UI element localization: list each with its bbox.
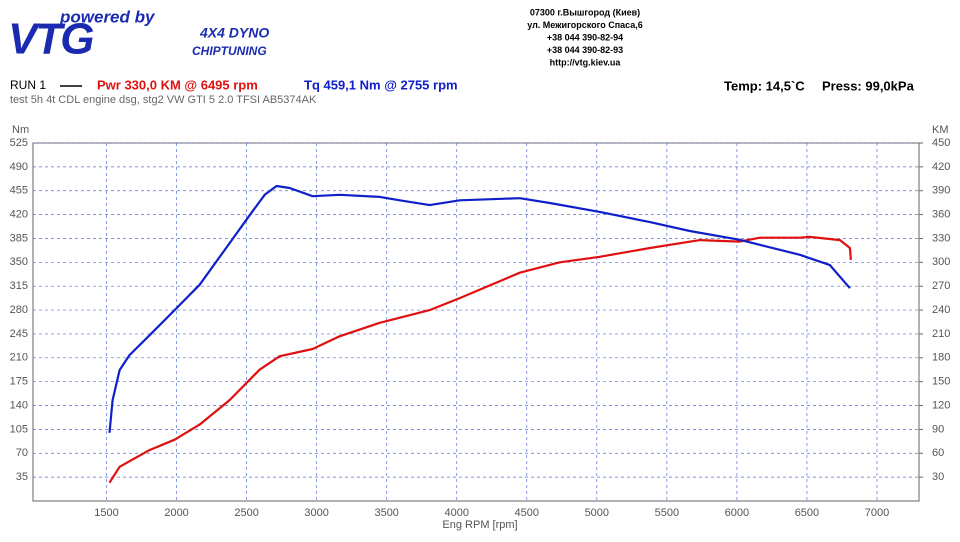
test-info: test 5h 4t CDL engine dsg, stg2 VW GTI 5… — [10, 94, 317, 106]
x-tick-label: 6500 — [795, 507, 819, 519]
x-tick-label: 2000 — [164, 507, 188, 519]
y2-tick-label: 240 — [932, 304, 950, 316]
y2-tick-label: 180 — [932, 352, 950, 364]
legend-pwr: Pwr 330,0 KM @ 6495 rpm — [97, 77, 258, 92]
x-tick-label: 4000 — [444, 507, 468, 519]
y-tick-label: 350 — [10, 256, 28, 268]
x-tick-label: 5500 — [655, 507, 679, 519]
x-tick-label: 2500 — [234, 507, 258, 519]
address: 07300 г.Вышгород (Киев) ул. Межигорского … — [527, 7, 643, 67]
press: Press: 99,0kPa — [822, 78, 915, 93]
y2-tick-label: 90 — [932, 423, 944, 435]
y-axis-title: Nm — [12, 124, 29, 136]
y2-tick-label: 270 — [932, 280, 950, 292]
powered-by: powered by — [59, 7, 156, 26]
x-tick-label: 4500 — [515, 507, 539, 519]
y2-tick-label: 210 — [932, 328, 950, 340]
address-line: 07300 г.Вышгород (Киев) — [530, 7, 640, 17]
series-line — [108, 184, 851, 433]
y-tick-label: 385 — [10, 232, 28, 244]
address-line: +38 044 390-82-93 — [547, 45, 623, 55]
y2-tick-label: 420 — [932, 161, 950, 173]
y2-tick-label: 450 — [932, 137, 950, 149]
y2-tick-label: 360 — [932, 209, 950, 221]
x-axis-title: Eng RPM [rpm] — [442, 519, 517, 531]
y2-tick-label: 120 — [932, 399, 950, 411]
run: RUN 1 — [10, 78, 46, 92]
x-tick-label: 5000 — [585, 507, 609, 519]
dyno: 4X4 DYNO — [199, 25, 269, 41]
legend-tq: Tq 459,1 Nm @ 2755 rpm — [304, 77, 458, 92]
y-tick-label: 280 — [10, 304, 28, 316]
y-tick-label: 525 — [10, 137, 28, 149]
x-tick-label: 3000 — [304, 507, 328, 519]
y2-tick-label: 150 — [932, 376, 950, 388]
y2-tick-label: 390 — [932, 185, 950, 197]
y2-tick-label: 300 — [932, 256, 950, 268]
y-tick-label: 315 — [10, 280, 28, 292]
logo: VTG — [8, 15, 93, 64]
address-line: ул. Межигорского Спаса,6 — [527, 20, 643, 30]
x-tick-label: 3500 — [374, 507, 398, 519]
address-line: http://vtg.kiev.ua — [550, 57, 622, 67]
y-tick-label: 105 — [10, 423, 28, 435]
y2-tick-label: 30 — [932, 471, 944, 483]
y-tick-label: 35 — [16, 471, 28, 483]
y-tick-label: 490 — [10, 161, 28, 173]
y-tick-label: 455 — [10, 185, 28, 197]
x-tick-label: 1500 — [94, 507, 118, 519]
chiptuning: CHIPTUNING — [192, 44, 267, 58]
series-line — [108, 235, 852, 484]
y-tick-label: 245 — [10, 328, 28, 340]
y2-tick-label: 330 — [932, 232, 950, 244]
y2-tick-label: 60 — [932, 447, 944, 459]
x-tick-label: 7000 — [865, 507, 889, 519]
y-tick-label: 70 — [16, 447, 28, 459]
plot-frame — [32, 142, 920, 502]
x-tick-label: 6000 — [725, 507, 749, 519]
y-tick-label: 140 — [10, 399, 28, 411]
address-line: +38 044 390-82-94 — [547, 32, 623, 42]
y-tick-label: 420 — [10, 209, 28, 221]
y-tick-label: 210 — [10, 352, 28, 364]
y-tick-label: 175 — [10, 376, 28, 388]
y2-axis-title: KM — [932, 124, 949, 136]
temp: Temp: 14,5`C — [724, 78, 805, 93]
